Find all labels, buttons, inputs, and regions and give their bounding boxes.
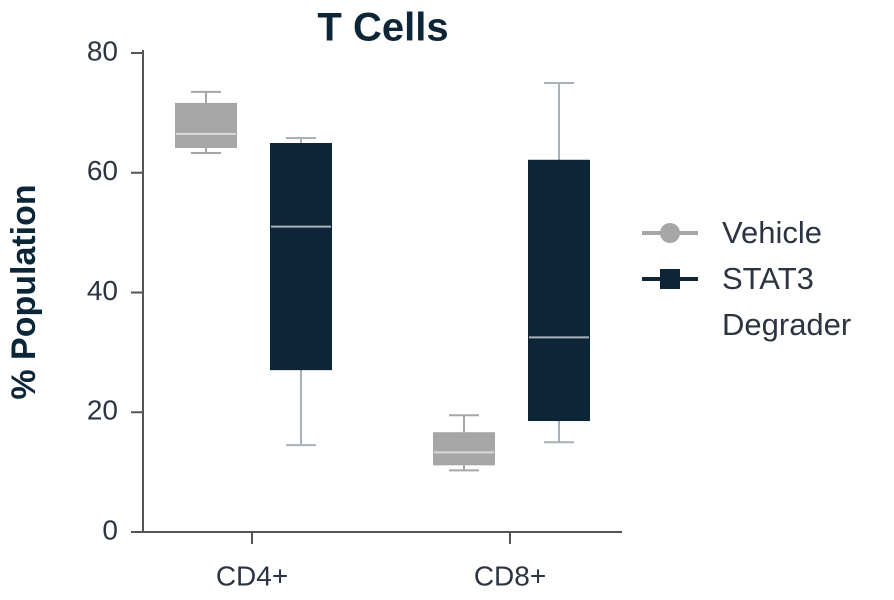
legend-symbol (660, 223, 680, 243)
y-axis-label: % Population (5, 184, 43, 399)
box (433, 432, 495, 466)
legend-item: STAT3 Degrader (640, 256, 894, 348)
y-tick-label: 40 (87, 275, 118, 306)
box (528, 159, 590, 422)
box (175, 102, 237, 149)
y-tick-label: 80 (87, 35, 118, 66)
y-tick-label: 0 (102, 514, 118, 545)
legend-item: Vehicle (640, 210, 894, 256)
x-tick-label: CD4+ (216, 560, 288, 591)
legend-label: STAT3 Degrader (722, 261, 852, 342)
legend: Vehicle STAT3 Degrader (640, 210, 894, 348)
legend-marker (642, 223, 698, 243)
legend-marker (642, 269, 698, 289)
box (270, 143, 332, 371)
chart-title: T Cells (317, 6, 448, 50)
legend-symbol (660, 269, 680, 289)
y-tick-label: 20 (87, 395, 118, 426)
y-tick-label: 60 (87, 155, 118, 186)
x-tick-label: CD8+ (474, 560, 546, 591)
legend-label: Vehicle (722, 215, 822, 250)
